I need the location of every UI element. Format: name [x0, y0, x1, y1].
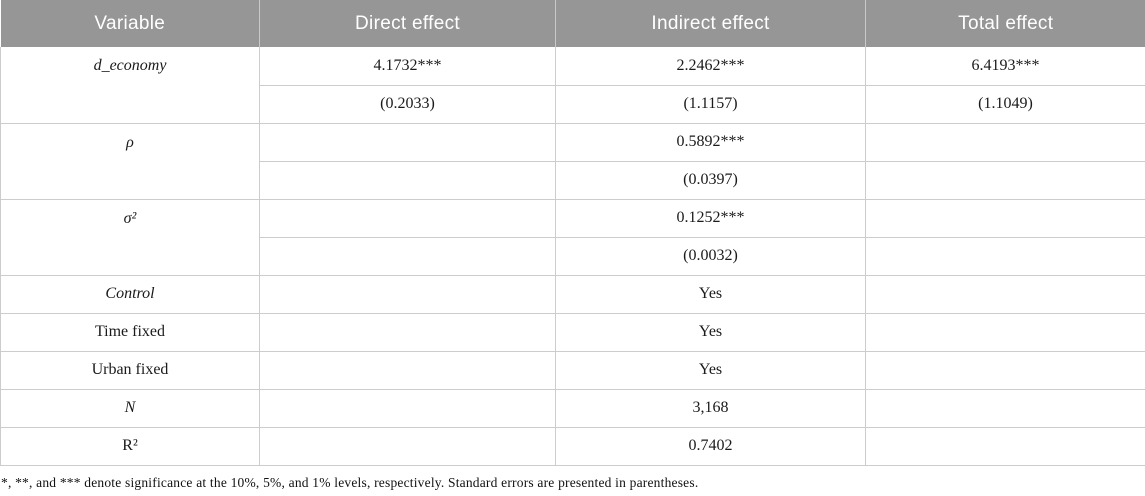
- table-row-r2: R² 0.7402: [0, 426, 1145, 466]
- table-row-rho-coef: ρ 0.5892***: [0, 122, 1145, 200]
- cell-rho-direct-se: [259, 160, 556, 200]
- cell-sigma2-total-se: [865, 236, 1145, 276]
- cell-d-economy-indirect-coef: 2.2462***: [555, 47, 866, 86]
- cell-time-fixed-direct: [259, 312, 556, 352]
- cell-n-total: [865, 388, 1145, 428]
- col-header-indirect-effect: Indirect effect: [555, 0, 866, 47]
- variable-label-sigma2: σ²: [123, 209, 137, 227]
- cell-time-fixed-total: [865, 312, 1145, 352]
- col-header-variable: Variable: [0, 0, 260, 47]
- cell-urban-fixed-direct: [259, 350, 556, 390]
- cell-r2-total: [865, 426, 1145, 466]
- cell-d-economy-indirect-se: (1.1157): [555, 84, 866, 124]
- cell-variable-d-economy: d_economy: [0, 47, 260, 124]
- significance-footnote: *, **, and *** denote significance at th…: [1, 474, 699, 490]
- col-header-total-effect: Total effect: [865, 0, 1145, 47]
- variable-label-rho: ρ: [126, 133, 134, 151]
- cell-rho-indirect-coef: 0.5892***: [555, 122, 866, 162]
- cell-control-direct: [259, 274, 556, 314]
- variable-label-time-fixed: Time fixed: [0, 312, 260, 352]
- cell-n-indirect: 3,168: [555, 388, 866, 428]
- header-row: Variable Direct effect Indirect effect T…: [0, 0, 1145, 47]
- cell-d-economy-total-coef: 6.4193***: [865, 47, 1145, 86]
- cell-variable-rho: ρ: [0, 122, 260, 200]
- cell-r2-direct: [259, 426, 556, 466]
- table-row-sigma2-coef: σ² 0.1252***: [0, 198, 1145, 276]
- table-row-time-fixed: Time fixed Yes: [0, 312, 1145, 352]
- cell-n-direct: [259, 388, 556, 428]
- cell-rho-indirect-se: (0.0397): [555, 160, 866, 200]
- variable-label-control: Control: [0, 274, 260, 314]
- table-header: Variable Direct effect Indirect effect T…: [0, 0, 1145, 47]
- table-row-urban-fixed: Urban fixed Yes: [0, 350, 1145, 390]
- cell-sigma2-direct-coef: [259, 198, 556, 238]
- cell-rho-total-coef: [865, 122, 1145, 162]
- variable-label-urban-fixed: Urban fixed: [0, 350, 260, 390]
- cell-variable-sigma2: σ²: [0, 198, 260, 276]
- cell-control-total: [865, 274, 1145, 314]
- cell-d-economy-total-se: (1.1049): [865, 84, 1145, 124]
- cell-sigma2-total-coef: [865, 198, 1145, 238]
- spatial-effects-table: Variable Direct effect Indirect effect T…: [0, 0, 1145, 466]
- cell-sigma2-direct-se: [259, 236, 556, 276]
- variable-label-d-economy: d_economy: [93, 57, 167, 74]
- table-row-sigma2-se: (0.0032): [1, 236, 1145, 276]
- table-row-d-economy-coef: d_economy 4.1732*** 2.2462*** 6.4193***: [0, 47, 1145, 124]
- variable-label-n: N: [0, 388, 260, 428]
- cell-d-economy-direct-coef: 4.1732***: [259, 47, 556, 86]
- cell-control-indirect: Yes: [555, 274, 866, 314]
- table-row-rho-se: (0.0397): [1, 160, 1145, 200]
- table-row-d-economy-se: (0.2033) (1.1157) (1.1049): [1, 84, 1145, 124]
- cell-d-economy-direct-se: (0.2033): [259, 84, 556, 124]
- table-row-control: Control Yes: [0, 274, 1145, 314]
- cell-urban-fixed-total: [865, 350, 1145, 390]
- table-body: d_economy 4.1732*** 2.2462*** 6.4193*** …: [0, 47, 1145, 466]
- col-header-direct-effect: Direct effect: [259, 0, 556, 47]
- cell-rho-total-se: [865, 160, 1145, 200]
- cell-sigma2-indirect-coef: 0.1252***: [555, 198, 866, 238]
- cell-urban-fixed-indirect: Yes: [555, 350, 866, 390]
- table-row-n: N 3,168: [0, 388, 1145, 428]
- cell-sigma2-indirect-se: (0.0032): [555, 236, 866, 276]
- cell-time-fixed-indirect: Yes: [555, 312, 866, 352]
- cell-rho-direct-coef: [259, 122, 556, 162]
- variable-label-r2: R²: [0, 426, 260, 466]
- cell-r2-indirect: 0.7402: [555, 426, 866, 466]
